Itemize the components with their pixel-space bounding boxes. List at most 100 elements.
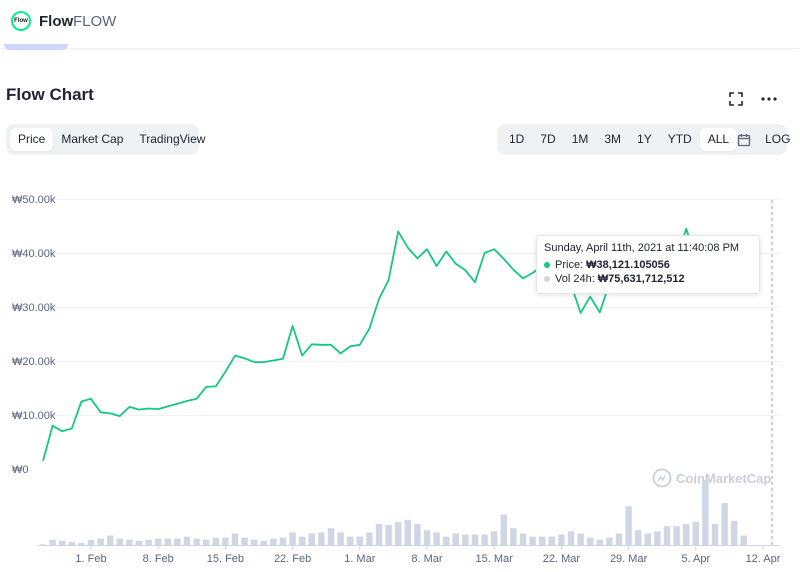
volume-legend-dot [544, 276, 550, 282]
volume-bar [683, 524, 690, 545]
volume-bar [711, 524, 719, 545]
more-icon[interactable] [758, 88, 780, 110]
tooltip-price-row: Price: ₩38,121.105056 [544, 258, 752, 272]
tab-market-cap[interactable]: Market Cap [61, 132, 124, 146]
volume-bar [500, 514, 507, 545]
flow-logo-icon: Flow [11, 11, 31, 31]
range-7d[interactable]: 7D [540, 132, 556, 146]
volume-bar [174, 538, 181, 545]
x-tick-label: 12. Apr [746, 553, 781, 565]
volume-bar [471, 534, 479, 545]
y-tick-label: ₩30.00k [12, 302, 56, 314]
range-1m[interactable]: 1M [571, 132, 589, 146]
tab-price[interactable]: Price [10, 128, 54, 151]
y-tick-label: ₩20.00k [12, 356, 56, 368]
volume-bar [596, 539, 603, 545]
volume-bars [39, 479, 747, 545]
tooltip-volume-row: Vol 24h: ₩75,631,712,512 [544, 272, 752, 286]
volume-bar [539, 536, 546, 545]
volume-bar [404, 519, 411, 545]
volume-bar [155, 538, 162, 545]
range-1y[interactable]: 1Y [637, 132, 652, 146]
y-tick-label: ₩0 [12, 464, 29, 476]
volume-bar [548, 536, 555, 545]
range-1d[interactable]: 1D [509, 132, 525, 146]
volume-bar [260, 540, 267, 545]
volume-bar [222, 537, 229, 545]
x-tick-label: 1. Mar [344, 553, 376, 565]
top-bar: Flow Flow FLOW [0, 0, 800, 50]
chart-tooltip: Sunday, April 11th, 2021 at 11:40:08 PM … [536, 235, 760, 294]
volume-bar [731, 520, 738, 545]
active-tab-indicator [4, 44, 68, 50]
range-tabs: 1D 7D 1M 3M 1Y YTD ALL LOG [497, 124, 790, 155]
volume-bar [107, 535, 114, 545]
volume-bar [663, 526, 671, 545]
volume-bar [567, 531, 575, 545]
volume-bar [318, 532, 325, 545]
volume-bar [635, 530, 642, 545]
x-tick-label: 22. Feb [274, 553, 311, 565]
volume-bar [97, 538, 104, 545]
volume-bar [78, 542, 85, 545]
tooltip-volume-value: ₩75,631,712,512 [597, 273, 685, 285]
coin-symbol: FLOW [73, 13, 117, 30]
volume-bar [462, 534, 469, 545]
volume-bar [519, 533, 527, 545]
range-all[interactable]: ALL [699, 128, 738, 151]
volume-bar [212, 537, 219, 545]
volume-bar [443, 536, 450, 545]
volume-bar [673, 526, 680, 545]
y-tick-label: ₩50.00k [12, 194, 56, 206]
volume-bar [231, 533, 239, 545]
volume-bar [279, 537, 287, 545]
volume-bar [299, 536, 306, 545]
volume-bar [654, 531, 661, 545]
volume-bar [481, 534, 488, 545]
volume-bar [164, 538, 171, 545]
volume-bar [59, 540, 66, 545]
y-tick-label: ₩40.00k [12, 248, 56, 260]
range-ytd[interactable]: YTD [667, 132, 692, 146]
range-3m[interactable]: 3M [604, 132, 622, 146]
volume-bar [270, 538, 277, 545]
coinmarketcap-logo-icon [652, 468, 672, 488]
volume-bar [740, 535, 747, 545]
volume-bar [126, 539, 133, 545]
volume-bar [644, 533, 651, 545]
volume-bar [558, 534, 565, 545]
view-tabs: Price Market Cap TradingView [6, 124, 205, 155]
x-tick-label: 8. Feb [143, 553, 174, 565]
volume-bar [193, 538, 200, 545]
volume-bar [356, 536, 363, 545]
volume-bar [692, 521, 699, 545]
volume-bar [606, 537, 613, 545]
price-legend-dot [544, 262, 550, 268]
x-tick-label: 15. Mar [476, 553, 514, 565]
log-toggle[interactable]: LOG [765, 132, 791, 146]
volume-bar [289, 532, 296, 545]
calendar-icon[interactable] [737, 128, 751, 151]
volume-bar [241, 537, 248, 545]
logo-text: Flow [13, 13, 29, 29]
volume-bar [529, 536, 536, 545]
volume-bar [183, 536, 191, 545]
volume-bar [68, 541, 75, 545]
volume-bar [39, 544, 47, 545]
fullscreen-icon[interactable] [725, 88, 747, 110]
volume-bar [203, 539, 210, 545]
y-axis-labels: ₩0 ₩10.00k ₩20.00k ₩30.00k ₩40.00k ₩50.00k [12, 194, 56, 476]
volume-bar [366, 532, 373, 545]
volume-bar [87, 539, 95, 545]
x-tick-label: 22. Mar [543, 553, 581, 565]
y-tick-label: ₩10.00k [12, 410, 56, 422]
volume-bar [337, 532, 344, 545]
volume-bar [116, 538, 123, 545]
volume-bar [385, 525, 392, 545]
tooltip-volume-label: Vol 24h: [555, 273, 595, 285]
volume-bar [510, 528, 517, 545]
volume-bar [433, 532, 440, 545]
volume-bar [702, 479, 709, 545]
tab-tradingview[interactable]: TradingView [139, 132, 206, 146]
watermark-text: CoinMarketCap [676, 471, 771, 486]
